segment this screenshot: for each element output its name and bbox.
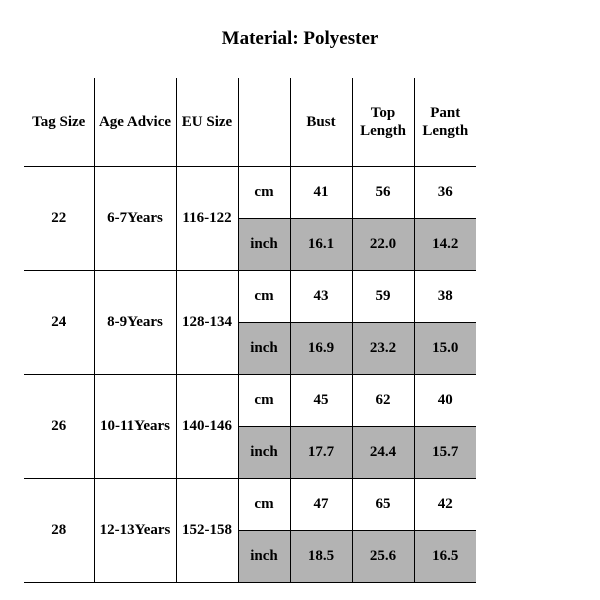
cell-pant-cm: 38 <box>414 270 476 322</box>
cell-bust-inch: 16.1 <box>290 218 352 270</box>
cell-unit-inch: inch <box>238 322 290 374</box>
cell-bust-inch: 18.5 <box>290 530 352 582</box>
cell-bust-cm: 43 <box>290 270 352 322</box>
col-top: Top Length <box>352 78 414 166</box>
cell-unit-cm: cm <box>238 270 290 322</box>
table-row: 24 8-9Years 128-134 cm 43 59 38 <box>24 270 476 322</box>
cell-top-inch: 22.0 <box>352 218 414 270</box>
cell-pant-inch: 14.2 <box>414 218 476 270</box>
cell-top-cm: 62 <box>352 374 414 426</box>
size-chart-table: Tag Size Age Advice EU Size Bust Top Len… <box>24 78 476 583</box>
col-unit <box>238 78 290 166</box>
cell-pant-inch: 16.5 <box>414 530 476 582</box>
cell-bust-cm: 45 <box>290 374 352 426</box>
col-age: Age Advice <box>94 78 176 166</box>
cell-tag: 28 <box>24 478 94 582</box>
cell-age: 10-11Years <box>94 374 176 478</box>
cell-unit-cm: cm <box>238 166 290 218</box>
table-header-row: Tag Size Age Advice EU Size Bust Top Len… <box>24 78 476 166</box>
cell-age: 6-7Years <box>94 166 176 270</box>
table-row: 22 6-7Years 116-122 cm 41 56 36 <box>24 166 476 218</box>
col-pant: Pant Length <box>414 78 476 166</box>
cell-bust-cm: 47 <box>290 478 352 530</box>
page-title: Material: Polyester <box>0 28 600 50</box>
cell-tag: 22 <box>24 166 94 270</box>
cell-age: 12-13Years <box>94 478 176 582</box>
col-tag: Tag Size <box>24 78 94 166</box>
cell-bust-cm: 41 <box>290 166 352 218</box>
cell-pant-cm: 42 <box>414 478 476 530</box>
cell-top-cm: 56 <box>352 166 414 218</box>
cell-top-inch: 23.2 <box>352 322 414 374</box>
cell-unit-inch: inch <box>238 530 290 582</box>
cell-tag: 26 <box>24 374 94 478</box>
cell-unit-inch: inch <box>238 218 290 270</box>
cell-top-inch: 24.4 <box>352 426 414 478</box>
cell-age: 8-9Years <box>94 270 176 374</box>
cell-pant-cm: 40 <box>414 374 476 426</box>
col-bust: Bust <box>290 78 352 166</box>
cell-unit-cm: cm <box>238 478 290 530</box>
cell-unit-inch: inch <box>238 426 290 478</box>
table-row: 26 10-11Years 140-146 cm 45 62 40 <box>24 374 476 426</box>
cell-unit-cm: cm <box>238 374 290 426</box>
col-eu: EU Size <box>176 78 238 166</box>
cell-tag: 24 <box>24 270 94 374</box>
cell-eu: 116-122 <box>176 166 238 270</box>
cell-top-inch: 25.6 <box>352 530 414 582</box>
cell-pant-inch: 15.7 <box>414 426 476 478</box>
cell-bust-inch: 16.9 <box>290 322 352 374</box>
cell-eu: 152-158 <box>176 478 238 582</box>
table-row: 28 12-13Years 152-158 cm 47 65 42 <box>24 478 476 530</box>
cell-eu: 128-134 <box>176 270 238 374</box>
cell-pant-inch: 15.0 <box>414 322 476 374</box>
cell-pant-cm: 36 <box>414 166 476 218</box>
cell-eu: 140-146 <box>176 374 238 478</box>
cell-bust-inch: 17.7 <box>290 426 352 478</box>
cell-top-cm: 59 <box>352 270 414 322</box>
cell-top-cm: 65 <box>352 478 414 530</box>
